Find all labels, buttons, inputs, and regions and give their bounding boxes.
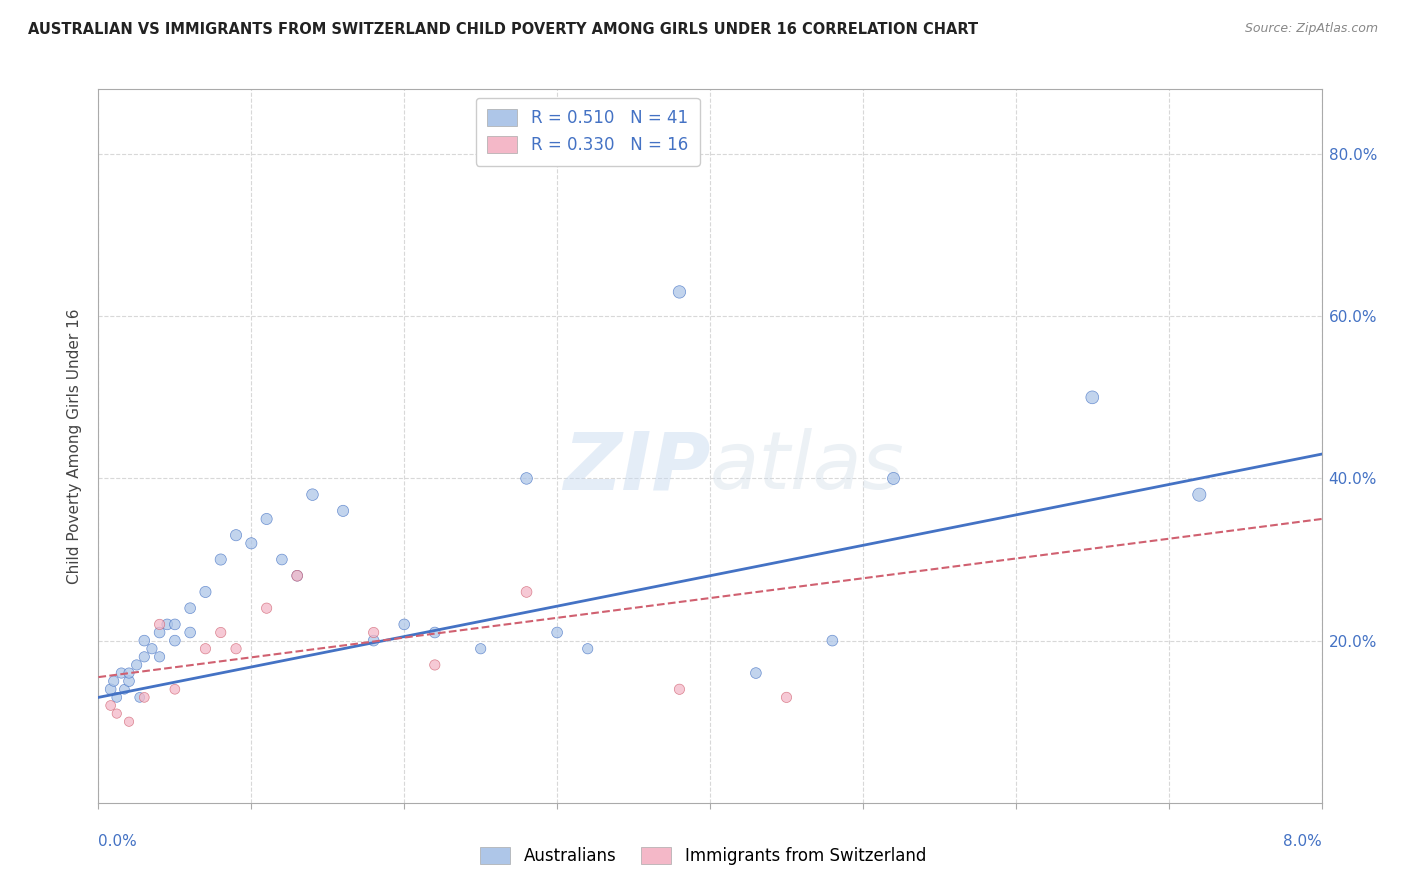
Point — [516, 585, 538, 599]
Point — [118, 666, 141, 681]
Point — [163, 682, 186, 697]
Point — [134, 633, 156, 648]
Point — [103, 674, 125, 689]
Point — [156, 617, 179, 632]
Point — [209, 552, 232, 566]
Text: 0.0%: 0.0% — [98, 834, 138, 849]
Point — [179, 601, 201, 615]
Point — [392, 617, 416, 632]
Point — [112, 682, 135, 697]
Point — [775, 690, 797, 705]
Point — [363, 633, 385, 648]
Point — [194, 585, 217, 599]
Legend: R = 0.510   N = 41, R = 0.330   N = 16: R = 0.510 N = 41, R = 0.330 N = 16 — [475, 97, 700, 166]
Point — [1188, 488, 1211, 502]
Text: atlas: atlas — [710, 428, 905, 507]
Point — [576, 641, 599, 656]
Point — [821, 633, 844, 648]
Point — [134, 649, 156, 664]
Text: Source: ZipAtlas.com: Source: ZipAtlas.com — [1244, 22, 1378, 36]
Point — [883, 471, 905, 485]
Point — [546, 625, 568, 640]
Text: ZIP: ZIP — [562, 428, 710, 507]
Point — [516, 471, 538, 485]
Point — [105, 690, 128, 705]
Point — [194, 641, 217, 656]
Point — [163, 633, 186, 648]
Point — [209, 625, 232, 640]
Point — [100, 698, 122, 713]
Text: 8.0%: 8.0% — [1282, 834, 1322, 849]
Point — [363, 625, 385, 640]
Point — [141, 641, 163, 656]
Point — [256, 512, 278, 526]
Point — [105, 706, 128, 721]
Point — [163, 617, 186, 632]
Point — [134, 690, 156, 705]
Point — [110, 666, 132, 681]
Point — [240, 536, 263, 550]
Point — [285, 568, 308, 582]
Point — [128, 690, 150, 705]
Point — [332, 504, 354, 518]
Text: AUSTRALIAN VS IMMIGRANTS FROM SWITZERLAND CHILD POVERTY AMONG GIRLS UNDER 16 COR: AUSTRALIAN VS IMMIGRANTS FROM SWITZERLAN… — [28, 22, 979, 37]
Point — [118, 714, 141, 729]
Point — [470, 641, 492, 656]
Point — [668, 285, 690, 299]
Point — [118, 674, 141, 689]
Point — [225, 641, 247, 656]
Point — [1081, 390, 1104, 404]
Point — [301, 488, 323, 502]
Point — [668, 682, 690, 697]
Point — [149, 617, 172, 632]
Point — [270, 552, 294, 566]
Point — [179, 625, 201, 640]
Point — [149, 649, 172, 664]
Point — [100, 682, 122, 697]
Point — [285, 568, 308, 582]
Legend: Australians, Immigrants from Switzerland: Australians, Immigrants from Switzerland — [470, 837, 936, 875]
Point — [149, 625, 172, 640]
Y-axis label: Child Poverty Among Girls Under 16: Child Poverty Among Girls Under 16 — [67, 309, 83, 583]
Point — [225, 528, 247, 542]
Point — [125, 657, 148, 672]
Point — [423, 657, 446, 672]
Point — [256, 601, 278, 615]
Point — [745, 666, 768, 681]
Point — [423, 625, 446, 640]
